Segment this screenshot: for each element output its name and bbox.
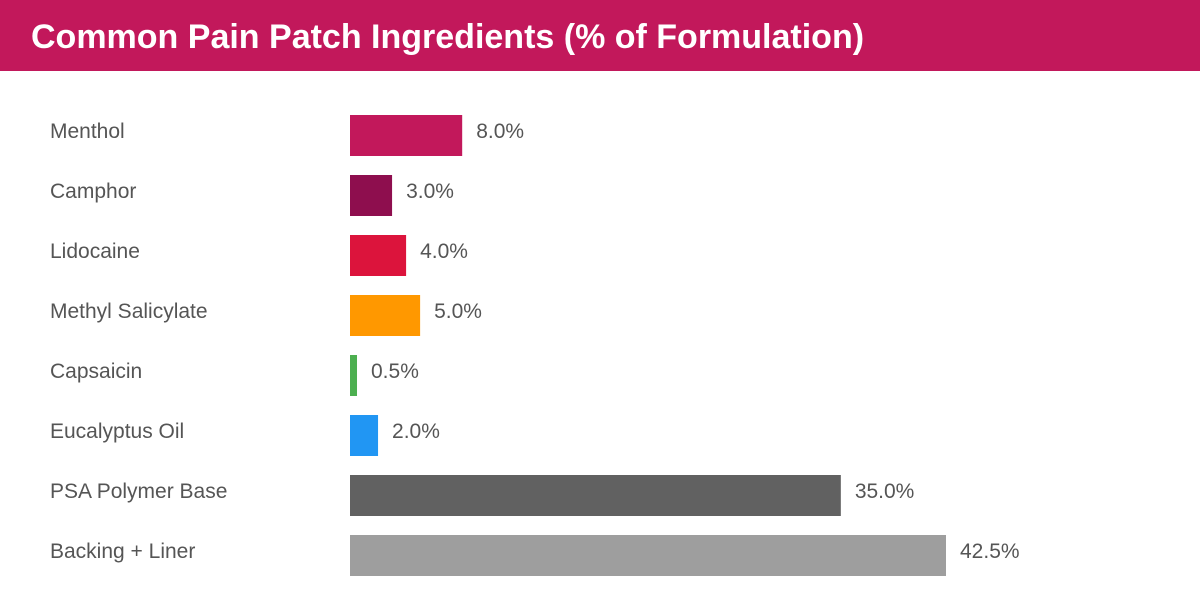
value-label-lidocaine: 4.0% [420,240,468,263]
value-label-psa-polymer-base: 35.0% [855,480,915,503]
category-label-capsaicin: Capsaicin [50,360,142,383]
bar-eucalyptus-oil [350,415,379,456]
value-label-menthol: 8.0% [476,120,524,143]
bar-menthol [350,115,463,156]
value-label-methyl-salicylate: 5.0% [434,300,482,323]
value-label-eucalyptus-oil: 2.0% [392,420,440,443]
value-label-backing-liner: 42.5% [960,540,1020,563]
bar-capsaicin [350,355,358,396]
value-label-camphor: 3.0% [406,180,454,203]
bar-camphor [350,175,393,216]
category-label-psa-polymer-base: PSA Polymer Base [50,480,227,503]
category-label-methyl-salicylate: Methyl Salicylate [50,300,208,323]
category-label-menthol: Menthol [50,120,125,143]
bar-psa-polymer-base [350,475,841,516]
title-banner: Common Pain Patch Ingredients (% of Form… [0,0,1200,71]
chart-title: Common Pain Patch Ingredients (% of Form… [31,18,865,56]
category-label-lidocaine: Lidocaine [50,240,140,263]
bar-backing-liner [350,535,946,576]
category-label-camphor: Camphor [50,180,136,203]
bar-methyl-salicylate [350,295,421,336]
value-label-capsaicin: 0.5% [371,360,419,383]
category-label-backing-liner: Backing + Liner [50,540,195,563]
bar-lidocaine [350,235,407,276]
category-label-eucalyptus-oil: Eucalyptus Oil [50,420,184,443]
